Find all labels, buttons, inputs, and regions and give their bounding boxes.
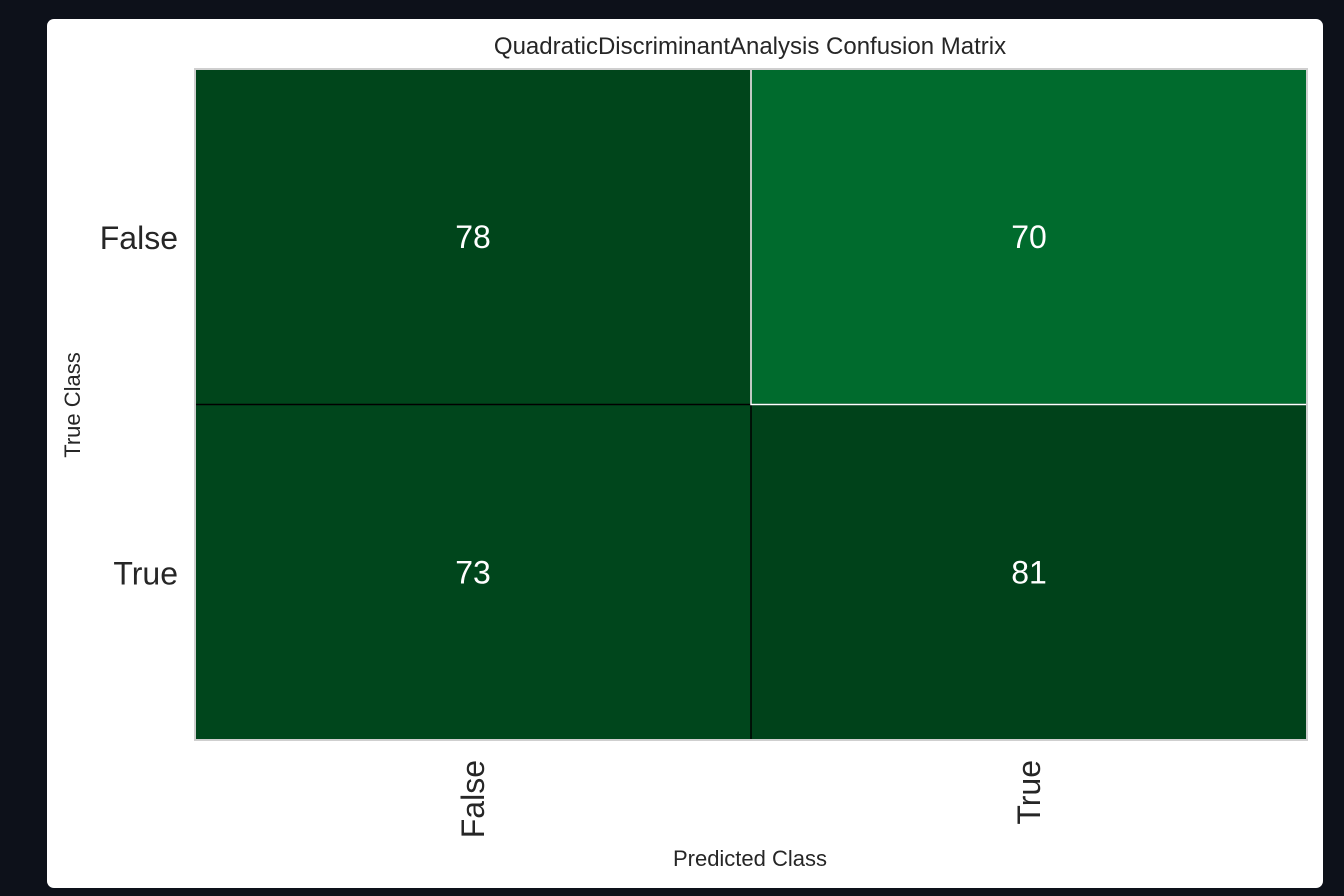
cell-value-1-1: 81 <box>1011 554 1047 590</box>
heatmap-cell-0-0 <box>195 69 751 405</box>
y-axis-ticks: False True <box>100 220 178 592</box>
x-axis-ticks: False True <box>455 760 1047 838</box>
heatmap-cell-1-0 <box>195 404 751 740</box>
heatmap-cell-0-1 <box>751 69 1307 405</box>
chart-title: QuadraticDiscriminantAnalysis Confusion … <box>494 33 1006 60</box>
x-axis-label: Predicted Class <box>673 846 827 871</box>
x-tick-label-0: False <box>455 760 491 838</box>
plot-frame <box>194 68 1308 741</box>
heatmap-cell-1-1 <box>751 404 1307 740</box>
y-axis-label: True Class <box>60 352 85 458</box>
cell-value-0-1: 70 <box>1011 219 1047 255</box>
y-tick-label-1: True <box>113 555 178 591</box>
heatmap-cells: 78 70 73 81 <box>195 69 1307 740</box>
y-tick-label-0: False <box>100 220 178 256</box>
highlight-cell-outline <box>750 69 1307 406</box>
cell-value-0-0: 78 <box>455 219 491 255</box>
x-tick-label-1: True <box>1011 760 1047 825</box>
cell-value-1-0: 73 <box>455 554 491 590</box>
